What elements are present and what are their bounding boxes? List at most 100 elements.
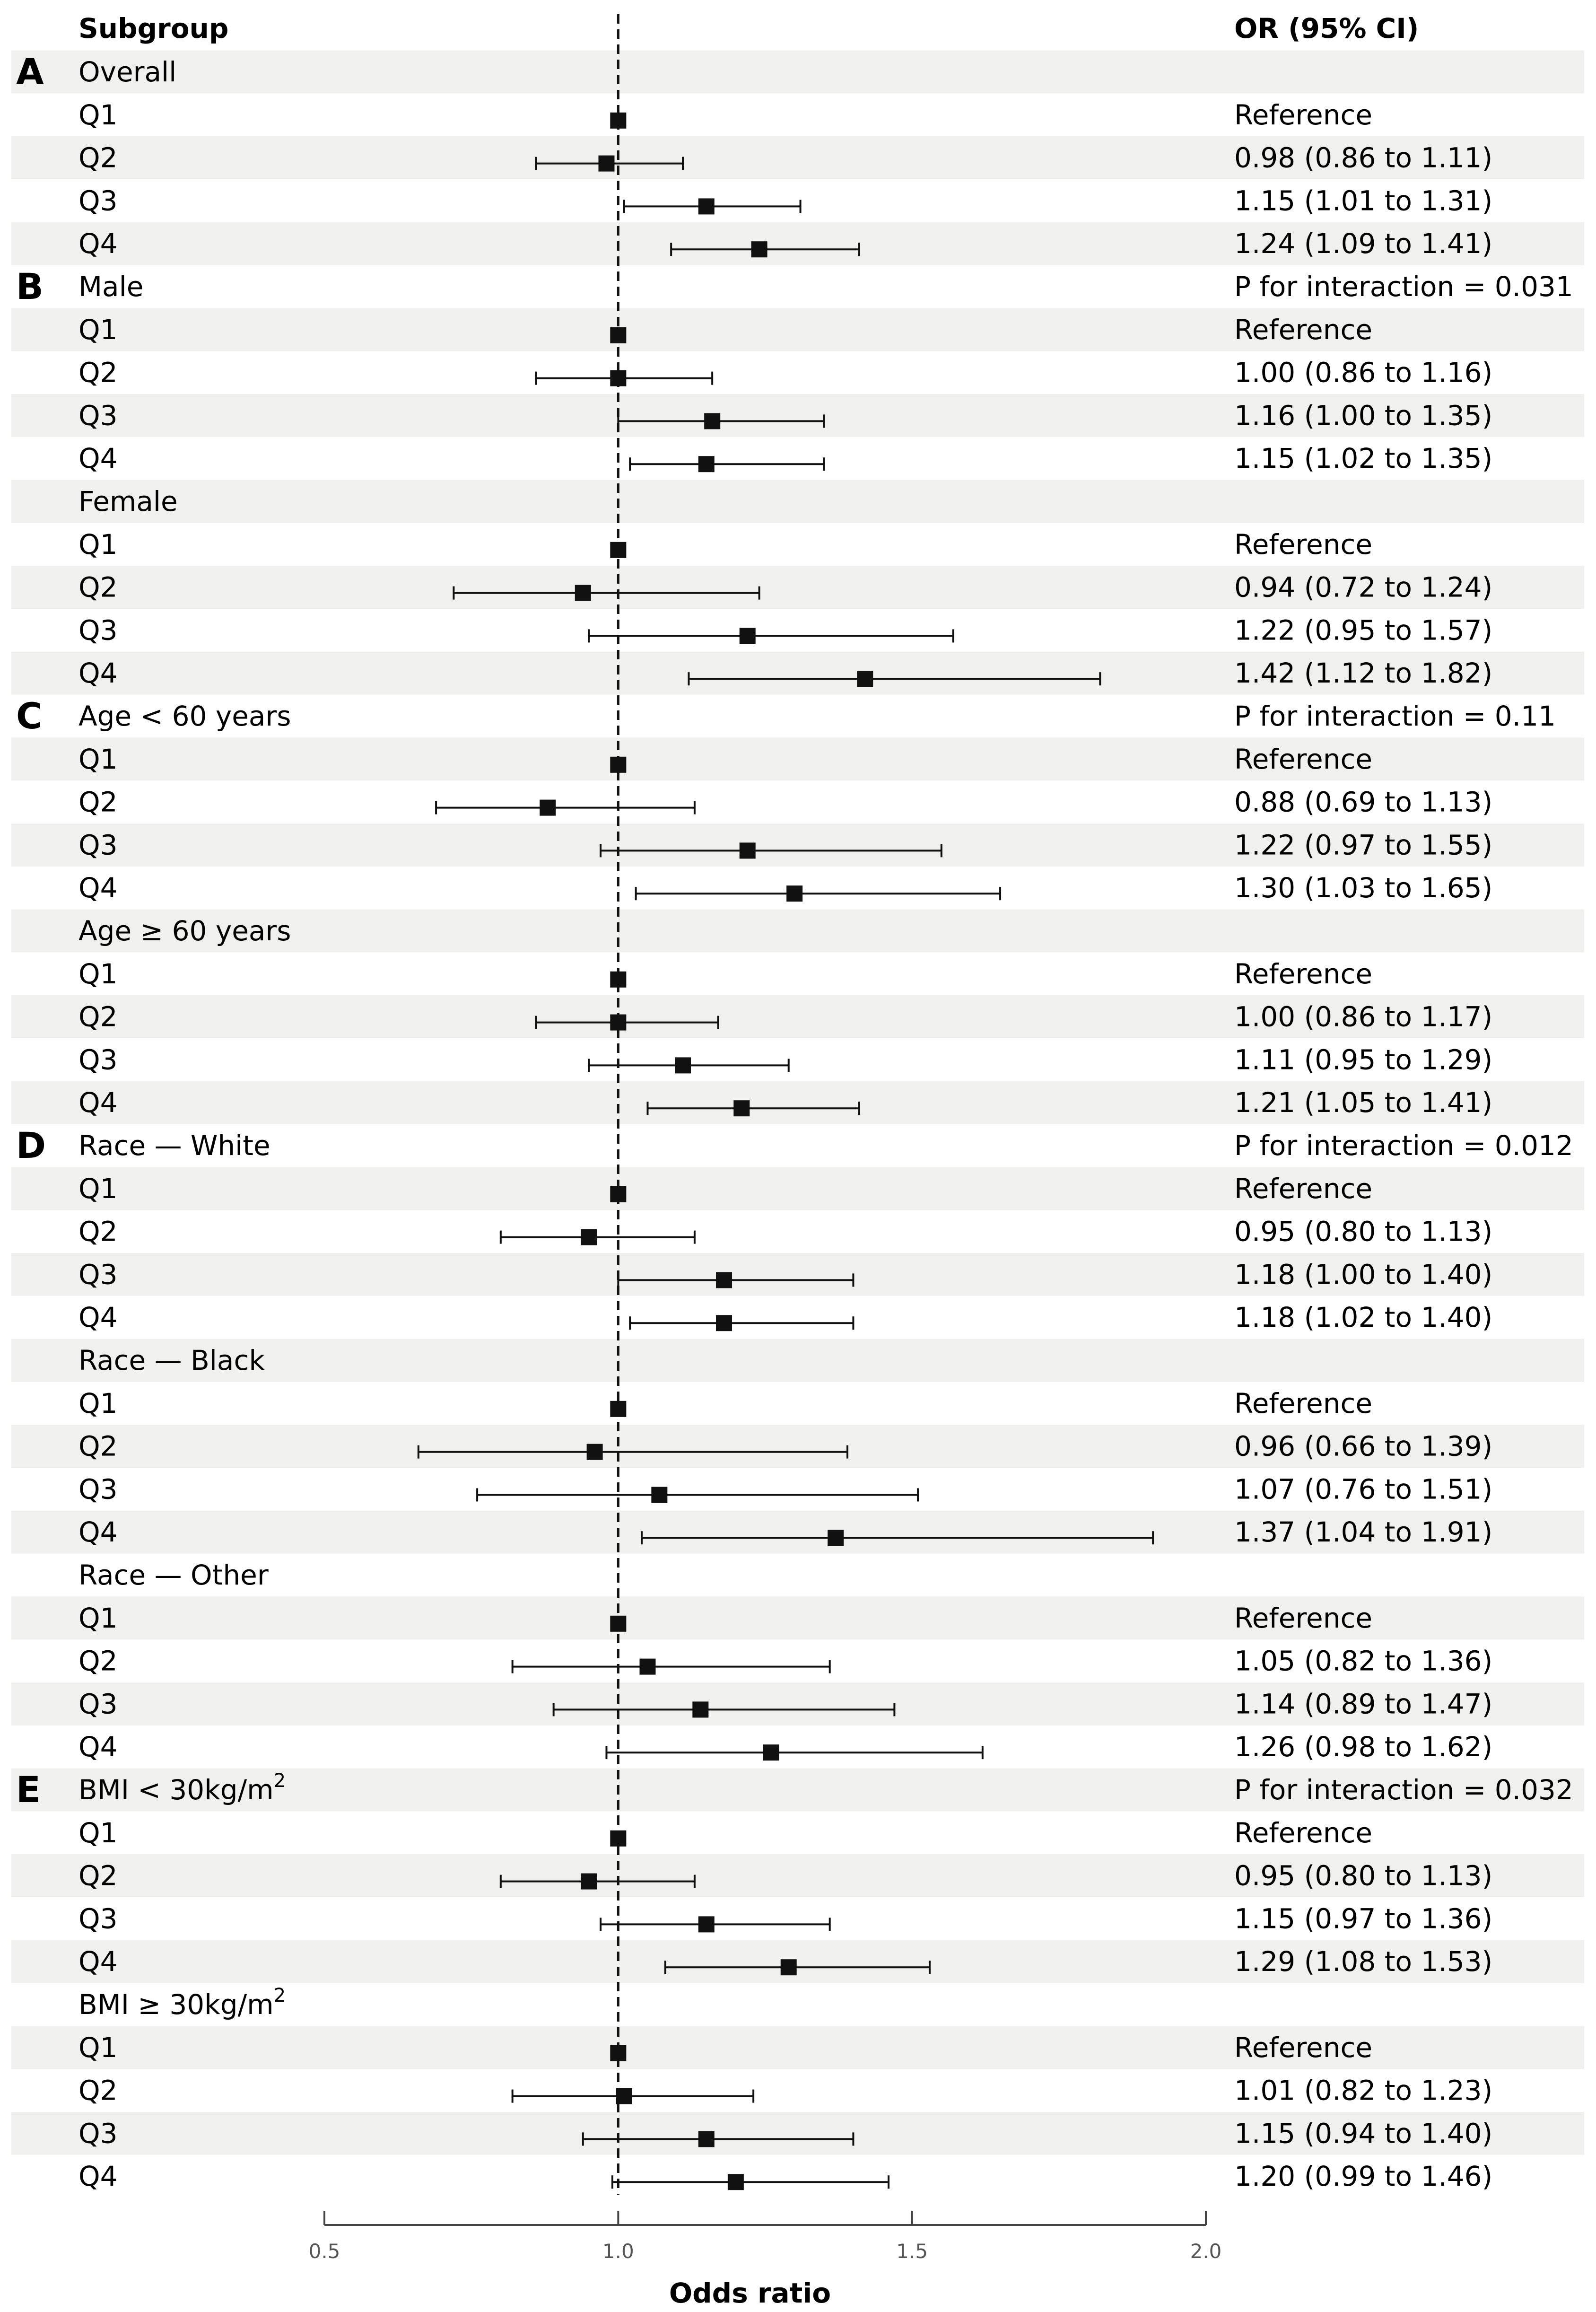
quartile-label-30: Q4 [78,1301,118,1333]
row-11-band [11,480,1584,523]
quartile-label-38: Q2 [78,1645,118,1677]
quartile-label-39: Q3 [78,1688,118,1720]
quartile-label-7: Q1 [78,314,118,346]
group-label-26: Race — White [78,1130,270,1162]
subgroup-header: Subgroup [78,12,228,44]
group-label-1: Overall [78,56,176,88]
row-21-band [11,909,1584,953]
row-49-band [11,2112,1584,2155]
quartile-label-47: Q1 [78,2032,118,2064]
point-estimate [692,1701,709,1718]
or-ci-label: 0.98 (0.86 to 1.11) [1234,142,1492,174]
or-ci-label: Reference [1234,2032,1372,2064]
row-15-band [11,651,1584,695]
row-labels: A Overall Q1 Reference Q2 0.98 (0.86 to 1.11)… [16,51,1573,2192]
quartile-label-33: Q2 [78,1430,118,1463]
quartile-label-8: Q2 [78,357,118,389]
or-ci-label: 1.18 (1.02 to 1.40) [1234,1301,1492,1333]
row-17-band [11,737,1584,781]
or-ci-label: 1.24 (1.09 to 1.41) [1234,228,1492,260]
quartile-label-29: Q3 [78,1258,118,1290]
quartile-label-27: Q1 [78,1173,118,1205]
quartile-label-2: Q1 [78,99,118,131]
or-ci-label: Reference [1234,1173,1372,1205]
quartile-label-35: Q4 [78,1516,118,1548]
row-41-band [11,1768,1584,1812]
point-estimate [610,1401,627,1417]
point-estimate [786,885,803,902]
or-ci-label: 0.88 (0.69 to 1.13) [1234,786,1492,818]
or-ci-label: Reference [1234,1817,1372,1849]
row-3-band [11,136,1584,179]
or-ci-label: 1.15 (0.94 to 1.40) [1234,2117,1492,2149]
quartile-label-32: Q1 [78,1387,118,1419]
point-estimate [610,327,627,343]
superscript: 2 [274,1770,286,1792]
quartile-label-28: Q2 [78,1216,118,1248]
row-43-band [11,1854,1584,1897]
or-ci-label: 0.96 (0.66 to 1.39) [1234,1430,1492,1463]
quartile-label-37: Q1 [78,1602,118,1634]
group-label-41: BMI < 30kg/m2 [78,1770,286,1806]
section-letter-a: A [16,51,44,93]
row-9-band [11,394,1584,437]
row-25-band [11,1081,1584,1124]
point-estimate [857,671,873,687]
point-estimate [704,413,721,429]
point-estimate [698,1916,715,1933]
point-estimate [698,456,715,473]
x-axis: 0.5 1.0 1.5 2.0 [309,2211,1222,2263]
point-estimate [751,241,767,258]
or-ci-label: 0.94 (0.72 to 1.24) [1234,571,1492,604]
row-bands [11,50,1584,2155]
or-ci-label: Reference [1234,314,1372,346]
or-ci-label: Reference [1234,958,1372,990]
row-47-band [11,2026,1584,2069]
quartile-label-48: Q2 [78,2075,118,2107]
x-tick-label: 0.5 [309,2240,340,2263]
row-19-band [11,823,1584,867]
point-estimate [733,1100,750,1117]
point-estimate [610,756,627,773]
point-estimate [610,112,627,129]
point-estimate [675,1057,691,1074]
quartile-label-34: Q3 [78,1473,118,1505]
quartile-label-50: Q4 [78,2160,118,2192]
quartile-label-22: Q1 [78,958,118,990]
point-estimate [727,2174,744,2190]
or-ci-label: 1.14 (0.89 to 1.47) [1234,1688,1492,1720]
or-ci-label: Reference [1234,743,1372,775]
or-ci-label: 1.26 (0.98 to 1.62) [1234,1731,1492,1763]
group-label-46: BMI ≥ 30kg/m2 [78,1985,286,2021]
or-ci-label: 1.01 (0.82 to 1.23) [1234,2075,1492,2107]
point-estimate [540,799,556,816]
point-estimate [828,1530,844,1546]
quartile-label-3: Q2 [78,142,118,174]
row-29-band [11,1253,1584,1296]
quartile-label-23: Q2 [78,1001,118,1033]
row-23-band [11,995,1584,1038]
group-label-16: Age < 60 years [78,700,291,732]
or-ci-label: 0.95 (0.80 to 1.13) [1234,1860,1492,1892]
quartile-label-24: Q3 [78,1043,118,1076]
or-ci-label: 1.37 (1.04 to 1.91) [1234,1516,1492,1548]
quartile-label-43: Q2 [78,1860,118,1892]
row-31-band [11,1339,1584,1382]
quartile-label-20: Q4 [78,872,118,904]
section-letter-e: E [16,1769,41,1811]
quartile-label-19: Q3 [78,829,118,861]
quartile-label-45: Q4 [78,1945,118,1978]
quartile-label-14: Q3 [78,614,118,646]
p-interaction-label: P for interaction = 0.012 [1234,1130,1573,1162]
p-interaction-label: P for interaction = 0.032 [1234,1774,1573,1806]
point-estimate [651,1487,668,1503]
point-estimate [610,971,627,988]
or-ci-label: 1.15 (1.01 to 1.31) [1234,184,1492,217]
quartile-label-44: Q3 [78,1902,118,1935]
x-tick-label: 2.0 [1190,2240,1222,2263]
point-estimate [586,1444,603,1460]
row-45-band [11,1940,1584,1983]
point-estimate [763,1744,779,1761]
or-ci-label: 1.07 (0.76 to 1.51) [1234,1473,1492,1505]
